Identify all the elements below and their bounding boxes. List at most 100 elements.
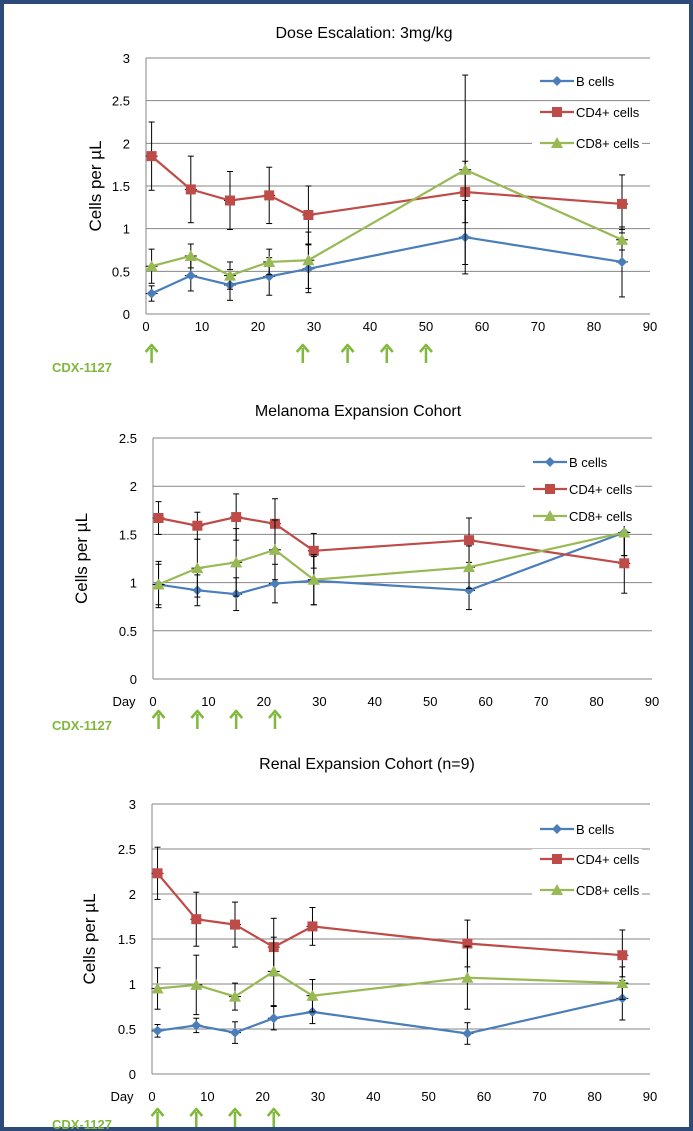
data-point-diamond <box>152 1025 163 1036</box>
legend-item: CD4+ cells <box>525 479 635 499</box>
x-tick-label: 10 <box>201 694 215 709</box>
x-tick-label: 20 <box>257 694 271 709</box>
y-tick-label: 0.5 <box>118 1022 136 1037</box>
dosing-arrow-head <box>268 709 282 719</box>
data-point-triangle <box>267 965 280 977</box>
x-tick-label: 60 <box>478 694 492 709</box>
y-tick-label: 0.5 <box>119 624 137 639</box>
data-point-square <box>617 198 627 209</box>
dosing-arrow-head <box>295 343 310 353</box>
data-point-triangle <box>224 269 236 281</box>
legend-item: CD8+ cells <box>532 880 642 900</box>
y-tick-label: 0 <box>123 307 130 322</box>
data-point-triangle <box>191 562 204 574</box>
data-point-square <box>462 938 473 949</box>
data-point-diamond <box>552 76 562 86</box>
drug-label: CDX-1127 <box>52 1117 112 1131</box>
dosing-arrow-icon <box>295 343 310 363</box>
dosing-arrow-icon <box>151 709 166 729</box>
x-tick-label: 90 <box>643 319 657 334</box>
data-point-square <box>264 190 275 201</box>
dosing-arrow-icon <box>189 1107 204 1127</box>
x-tick-label: 10 <box>200 1089 214 1104</box>
legend-bg <box>532 819 642 839</box>
chart-title: Dose Escalation: 3mg/kg <box>276 25 453 42</box>
legend-label: CD8+ cells <box>569 509 633 524</box>
data-point-triangle <box>151 982 164 994</box>
x-tick-label: 80 <box>587 1089 601 1104</box>
data-point-diamond <box>269 578 280 589</box>
data-point-diamond <box>230 1027 240 1038</box>
x-tick-label: 50 <box>423 694 437 709</box>
legend-item: CD8+ cells <box>525 506 635 526</box>
data-point-diamond <box>545 457 555 467</box>
dosing-arrow-icon <box>379 343 394 363</box>
chart-title: Renal Expansion Cohort (n=9) <box>259 756 475 773</box>
dosing-arrow-icon <box>268 709 282 729</box>
dosing-arrow-head <box>419 343 433 353</box>
data-point-triangle <box>459 163 472 175</box>
x-tick-label: 40 <box>363 319 377 334</box>
drug-label: CDX-1127 <box>52 360 112 375</box>
x-tick-label: 60 <box>475 319 489 334</box>
y-tick-label: 3 <box>129 797 136 812</box>
legend-item: CD4+ cells <box>532 102 642 122</box>
series-cd8-cells <box>152 508 631 606</box>
x-tick-label: 0 <box>142 319 149 334</box>
data-point-square <box>552 107 562 117</box>
dosing-arrow-icon <box>150 1107 165 1127</box>
data-point-square <box>307 921 318 932</box>
dosing-arrow-head <box>144 343 159 353</box>
legend-label: CD4+ cells <box>576 852 640 867</box>
x-tick-label: 90 <box>645 694 659 709</box>
y-tick-label: 1 <box>129 977 136 992</box>
data-point-triangle <box>152 578 165 590</box>
legend-item: CD4+ cells <box>532 849 642 869</box>
dosing-arrow-head <box>228 1107 242 1117</box>
dosing-arrow-icon <box>419 343 433 363</box>
dosing-arrow-icon <box>340 343 355 363</box>
data-point-square <box>146 151 157 162</box>
chart-2: Melanoma Expansion Cohort 0 0.5 1 1.5 2 2.5 0 10… <box>52 403 659 733</box>
data-point-square <box>308 545 319 556</box>
dosing-arrow-head <box>189 1107 204 1117</box>
series-cd8-cells <box>151 936 629 1016</box>
x-tick-label: 60 <box>477 1089 491 1104</box>
data-point-triangle <box>307 573 320 585</box>
data-point-diamond <box>264 271 275 282</box>
y-tick-label: 1.5 <box>118 932 136 947</box>
data-point-square <box>545 484 555 494</box>
data-point-diamond <box>146 288 157 299</box>
x-tick-label: 90 <box>643 1089 657 1104</box>
data-point-triangle <box>302 254 315 266</box>
data-point-triangle <box>268 543 281 555</box>
x-tick-label: 80 <box>587 319 601 334</box>
x-tick-label: 50 <box>419 319 433 334</box>
data-point-square <box>231 512 242 523</box>
legend-bg <box>525 452 635 472</box>
data-point-triangle <box>618 526 631 538</box>
data-point-triangle <box>184 249 197 261</box>
legend-label: B cells <box>569 455 608 470</box>
chart-3: Renal Expansion Cohort (n=9) 0 0.5 1 1.5 2 2.5… <box>52 756 657 1131</box>
y-tick-label: 2.5 <box>118 842 136 857</box>
data-point-triangle <box>230 556 243 568</box>
legend-item: B cells <box>532 819 642 839</box>
data-point-square <box>153 513 164 524</box>
x-tick-label: 30 <box>312 694 326 709</box>
data-point-square <box>617 950 628 961</box>
data-point-square <box>192 520 203 531</box>
y-tick-label: 2 <box>130 479 137 494</box>
data-point-triangle <box>544 510 556 521</box>
data-point-triangle <box>229 990 241 1002</box>
x-axis-label: Day <box>112 694 136 709</box>
data-point-triangle <box>616 233 628 245</box>
dosing-arrow-head <box>266 1107 281 1117</box>
y-tick-label: 2 <box>123 136 130 151</box>
legend-item: CD8+ cells <box>532 133 642 153</box>
legend-label: CD8+ cells <box>576 883 640 898</box>
y-tick-label: 0 <box>130 672 137 687</box>
dosing-arrow-head <box>190 709 205 719</box>
data-point-triangle <box>461 971 474 983</box>
